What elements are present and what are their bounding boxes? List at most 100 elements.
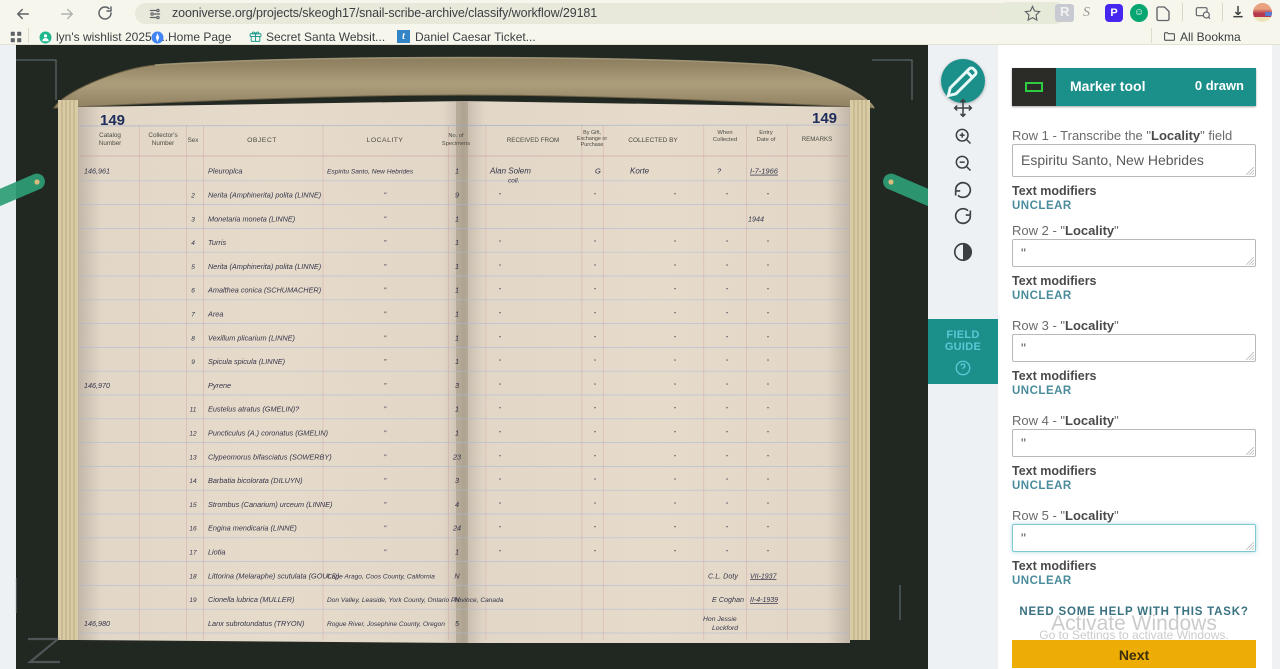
svg-text:”: ” (594, 431, 596, 438)
svg-text:”: ” (594, 407, 596, 414)
svg-text:”: ” (726, 288, 728, 295)
svg-text:N: N (454, 571, 460, 580)
svg-text:”: ” (674, 264, 676, 271)
svg-text:”: ” (767, 478, 769, 485)
svg-text:149: 149 (812, 110, 837, 127)
svg-text:”: ” (674, 454, 676, 461)
svg-text:1: 1 (455, 167, 459, 176)
svg-text:”: ” (499, 526, 501, 533)
svg-text:12: 12 (189, 431, 197, 438)
svg-text:”: ” (674, 240, 676, 247)
svg-text:I-7-1966: I-7-1966 (750, 167, 779, 176)
svg-text:”: ” (726, 383, 728, 390)
svg-text:”: ” (767, 288, 769, 295)
svg-text:OBJECT: OBJECT (247, 137, 277, 144)
svg-text:6: 6 (191, 288, 195, 295)
svg-text:”: ” (767, 383, 769, 390)
svg-text:”: ” (726, 526, 728, 533)
svg-text:”: ” (594, 264, 596, 271)
svg-text:Espiritu Santo, New Hebrides: Espiritu Santo, New Hebrides (327, 169, 414, 176)
svg-text:Specimens: Specimens (442, 141, 470, 147)
svg-text:”: ” (594, 240, 596, 247)
svg-text:”: ” (499, 240, 501, 247)
svg-text:”: ” (674, 502, 676, 509)
svg-text:Korte: Korte (630, 167, 650, 176)
svg-text:9: 9 (191, 359, 195, 366)
svg-text:Liotia: Liotia (208, 548, 225, 557)
svg-text:”: ” (726, 335, 728, 342)
svg-text:8: 8 (191, 335, 195, 342)
svg-text:”: ” (499, 264, 501, 271)
svg-text:Lanx subrotundatus (TRYON): Lanx subrotundatus (TRYON) (208, 619, 304, 628)
svg-text:”: ” (499, 193, 501, 200)
svg-text:”: ” (499, 383, 501, 390)
svg-text:”: ” (674, 193, 676, 200)
svg-text:Collected: Collected (713, 137, 737, 143)
svg-text:”: ” (726, 502, 728, 509)
svg-text:Pleuroplca: Pleuroplca (208, 167, 242, 176)
svg-text:”: ” (726, 193, 728, 200)
svg-text:When: When (717, 130, 732, 136)
svg-text:Engina mendicaria (LINNE): Engina mendicaria (LINNE) (208, 524, 297, 533)
svg-text:Area: Area (207, 310, 223, 319)
svg-text:”: ” (767, 407, 769, 414)
svg-text:”: ” (674, 550, 676, 557)
svg-text:Cionella lubrica (MULLER): Cionella lubrica (MULLER) (208, 595, 294, 604)
svg-text:1: 1 (455, 214, 459, 223)
svg-text:1: 1 (455, 405, 459, 414)
svg-text:”: ” (499, 502, 501, 509)
svg-text:Purchase: Purchase (581, 142, 604, 148)
svg-text:”: ” (499, 312, 501, 319)
svg-text:16: 16 (189, 526, 197, 533)
svg-text:1: 1 (455, 548, 459, 557)
svg-text:”: ” (674, 383, 676, 390)
svg-text:”: ” (674, 431, 676, 438)
svg-text:”: ” (594, 312, 596, 319)
svg-text:LOCALITY: LOCALITY (367, 137, 404, 144)
svg-text:Pyrene: Pyrene (208, 381, 231, 390)
svg-text:7: 7 (191, 312, 195, 319)
svg-text:3: 3 (455, 476, 459, 485)
svg-text:”: ” (674, 359, 676, 366)
svg-text:Clypeomorus bifasciatus (SOWER: Clypeomorus bifasciatus (SOWERBY) (208, 452, 332, 461)
svg-text:”: ” (726, 264, 728, 271)
svg-text:2: 2 (190, 193, 195, 200)
svg-text:Number: Number (152, 140, 174, 147)
svg-text:”: ” (726, 478, 728, 485)
svg-text:”: ” (767, 312, 769, 319)
svg-text:”: ” (674, 335, 676, 342)
svg-text:13: 13 (189, 454, 197, 461)
svg-text:”: ” (674, 312, 676, 319)
svg-text:C.L. Doty: C.L. Doty (708, 571, 738, 580)
svg-text:Monetaria moneta (LINNE): Monetaria moneta (LINNE) (208, 214, 295, 223)
svg-text:”: ” (767, 550, 769, 557)
svg-text:”: ” (767, 193, 769, 200)
svg-text:RECEIVED FROM: RECEIVED FROM (507, 137, 559, 144)
svg-text:”: ” (499, 407, 501, 414)
svg-text:”: ” (726, 312, 728, 319)
svg-text:4: 4 (455, 500, 459, 509)
svg-text:E Coghan: E Coghan (712, 595, 744, 604)
svg-text:”: ” (767, 431, 769, 438)
svg-text:”: ” (594, 502, 596, 509)
svg-text:”: ” (594, 478, 596, 485)
svg-text:Eustelus atratus (GMELIN)?: Eustelus atratus (GMELIN)? (208, 405, 300, 414)
svg-text:VII-1937: VII-1937 (750, 573, 778, 580)
svg-text:1944: 1944 (748, 214, 764, 223)
svg-text:”: ” (674, 478, 676, 485)
svg-text:1: 1 (455, 333, 459, 342)
svg-text:”: ” (499, 478, 501, 485)
svg-text:9: 9 (455, 191, 459, 200)
svg-text:II-4-1939: II-4-1939 (750, 597, 778, 604)
svg-text:”: ” (674, 526, 676, 533)
svg-text:3: 3 (191, 216, 195, 223)
svg-text:”: ” (726, 431, 728, 438)
svg-text:N: N (454, 595, 460, 604)
svg-text:11: 11 (190, 407, 197, 414)
svg-text:4: 4 (191, 240, 195, 247)
svg-text:17: 17 (189, 550, 197, 557)
svg-text:”: ” (499, 288, 501, 295)
svg-text:Catalog: Catalog (99, 132, 121, 139)
svg-text:1: 1 (455, 357, 459, 366)
svg-text:REMARKS: REMARKS (802, 136, 833, 143)
